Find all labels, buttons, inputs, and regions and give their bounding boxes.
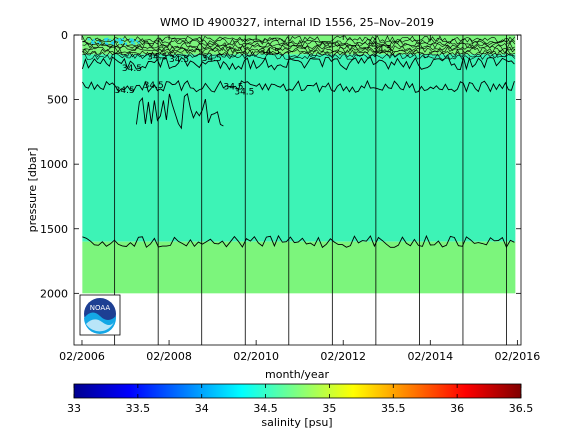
colorbar-tick-label-6: 36 (450, 402, 464, 415)
surface-contour-5 (82, 46, 516, 54)
x-tick-label-4: 02/2014 (407, 350, 453, 363)
surface-contour-7 (82, 50, 516, 58)
salinity-layers (82, 35, 516, 294)
surface-speckle (106, 37, 109, 40)
surface-speckle (112, 40, 115, 43)
colorbar-tick-label-5: 35.5 (381, 402, 406, 415)
x-axis: 02/2006 02/2008 02/2010 02/2012 02/2014 02/20… (59, 35, 540, 363)
surface-speckle (115, 38, 118, 41)
surface-speckle (110, 42, 113, 45)
surface-speckle (112, 42, 115, 45)
surface-speckle (129, 38, 132, 41)
surface-contour-3 (82, 42, 516, 50)
surface-speckle (97, 41, 100, 44)
contour-label-1: 34.5 (147, 53, 167, 63)
surface-contour-1 (82, 37, 516, 45)
isohaline-intrusion (135, 92, 224, 130)
surface-speckle (124, 42, 127, 45)
profile-year-markers (114, 35, 507, 345)
contour-labels: 34.534.5 34.5 34.534.5 34.534.534.5 34.534.5 (115, 45, 393, 98)
colorbar-tick-label-0: 33 (67, 402, 81, 415)
surface-speckle (91, 41, 94, 44)
contour-label-5: 34.5 (372, 45, 392, 55)
isohaline-deep (82, 234, 515, 249)
surface-contour-4 (82, 44, 515, 52)
surface-speckle (120, 41, 123, 44)
x-tick-label-5: 02/2016 (495, 350, 541, 363)
surface-speckle (106, 42, 109, 45)
colorbar-tick-label-7: 36.5 (509, 402, 534, 415)
surface-speckle (121, 38, 124, 41)
x-tick-label-2: 02/2010 (233, 350, 279, 363)
colorbar-tick-label-4: 35 (322, 402, 336, 415)
surface-speckle (105, 38, 108, 41)
surface-speckle (104, 39, 107, 42)
isohaline-shallow (82, 79, 515, 93)
surface-speckle (119, 39, 122, 42)
x-tick-label-3: 02/2012 (320, 350, 366, 363)
chart-title: WMO ID 4900327, internal ID 1556, 25–Nov… (160, 16, 434, 29)
y-axis-label: pressure [dbar] (26, 148, 39, 233)
surface-speckle (87, 38, 90, 41)
y-tick-label-2: 1000 (40, 158, 68, 171)
y-tick-label-4: 2000 (40, 287, 68, 300)
surface-contour-6 (82, 48, 516, 56)
isohaline-mid (81, 56, 515, 71)
surface-speckle (118, 42, 121, 45)
plot-frame (73, 34, 522, 346)
surface-contours (82, 35, 516, 61)
surface-speckle (137, 41, 140, 44)
surface-speckle (93, 38, 96, 41)
colorbar-tick-label-3: 34.5 (253, 402, 278, 415)
surface-speckle (135, 39, 138, 42)
contour-label-2: 34.5 (169, 55, 189, 65)
surface-speckle (98, 42, 101, 45)
surface-speckle (92, 42, 95, 45)
surface-speckle (133, 42, 136, 45)
noaa-logo-text: NOAA (90, 304, 111, 312)
y-axis: 0 500 1000 1500 2000 (40, 29, 521, 300)
contour-label-4: 34.5 (260, 47, 280, 57)
contour-label-3: 34.5 (202, 54, 222, 64)
surface-speckle (104, 38, 107, 41)
colorbar-tick-label-2: 34 (195, 402, 209, 415)
surface-speckle (118, 38, 121, 41)
colorbar (73, 383, 522, 399)
surface-speckle (109, 38, 112, 41)
noaa-logo: NOAA (79, 294, 121, 336)
contour-label-0: 34.5 (122, 64, 142, 74)
y-tick-label-1: 500 (47, 94, 68, 107)
salinity-layer-0 (82, 35, 516, 55)
colorbar-label: salinity [psu] (261, 416, 332, 429)
contour-label-9: 34.5 (234, 87, 254, 97)
colorbar-tick-label-1: 33.5 (126, 402, 151, 415)
surface-speckle (131, 38, 134, 41)
surface-speckle (91, 40, 94, 43)
contour-label-7: 34.5 (144, 81, 164, 91)
surface-speckle (131, 41, 134, 44)
x-tick-label-1: 02/2008 (146, 350, 192, 363)
surface-speckle (104, 42, 107, 45)
contour-label-8: 34.5 (223, 82, 243, 92)
y-tick-label-0: 0 (61, 29, 68, 42)
y-tick-label-3: 1500 (40, 223, 68, 236)
contour-label-6: 34.5 (115, 86, 135, 96)
x-tick-label-0: 02/2006 (59, 350, 105, 363)
salinity-layer-2 (82, 241, 516, 294)
colorbar-ticks: 33 33.5 34 34.5 35 35.5 36 36.5 (67, 384, 533, 415)
surface-speckle (117, 39, 120, 42)
surface-contour-2 (82, 39, 516, 48)
x-axis-label: month/year (265, 368, 329, 381)
surface-contour-8 (82, 53, 516, 61)
